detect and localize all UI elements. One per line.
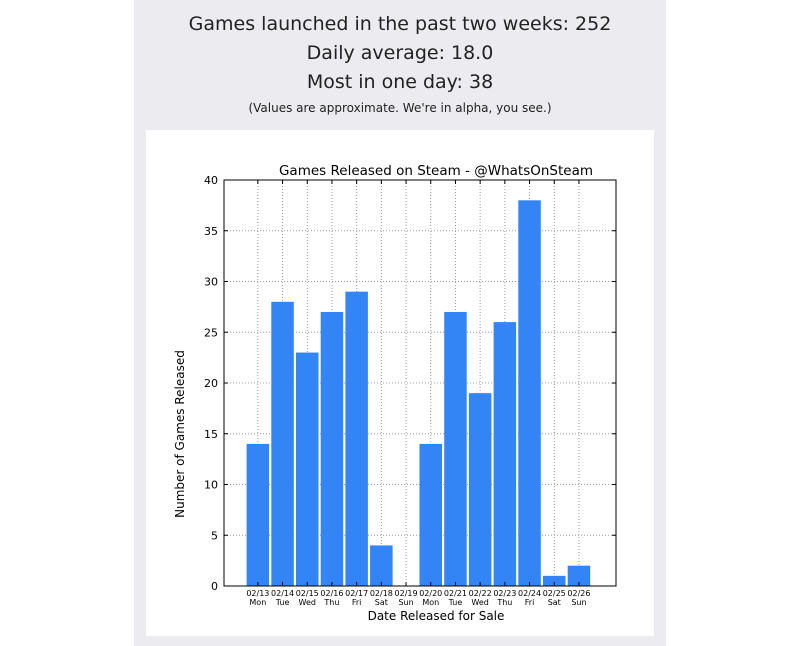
x-tick-date-label: 02/14 — [271, 589, 294, 598]
x-tick-weekday-label: Wed — [299, 598, 316, 607]
y-tick-label: 20 — [204, 377, 218, 390]
x-tick-date-label: 02/20 — [419, 589, 442, 598]
stats-summary: Games launched in the past two weeks: 25… — [134, 10, 666, 118]
chart-title: Games Released on Steam - @WhatsOnSteam — [279, 163, 593, 179]
x-tick-weekday-label: Sat — [548, 598, 561, 607]
x-tick-date-label: 02/21 — [444, 589, 467, 598]
approximate-values-note: (Values are approximate. We're in alpha,… — [248, 101, 552, 115]
daily-average-stat: Daily average: 18.0 — [306, 42, 494, 64]
axis-ticks: 051015202530354002/13Mon02/14Tue02/15Wed… — [204, 174, 616, 607]
bar — [543, 575, 566, 586]
bars — [246, 200, 591, 587]
x-tick-weekday-label: Sat — [375, 598, 388, 607]
x-tick-date-label: 02/16 — [320, 589, 343, 598]
x-tick-date-label: 02/15 — [296, 589, 319, 598]
x-tick-weekday-label: Mon — [249, 598, 266, 607]
x-axis-label: Date Released for Sale — [368, 609, 505, 623]
bar — [320, 311, 344, 586]
x-tick-weekday-label: Wed — [471, 598, 488, 607]
games-launched-stat: Games launched in the past two weeks: 25… — [188, 13, 612, 35]
y-tick-label: 25 — [204, 326, 218, 339]
x-tick-weekday-label: Mon — [422, 598, 439, 607]
x-tick-date-label: 02/24 — [518, 589, 541, 598]
x-tick-date-label: 02/17 — [345, 589, 368, 598]
bar — [296, 352, 319, 586]
bar — [567, 565, 591, 586]
x-tick-weekday-label: Thu — [323, 598, 339, 607]
y-tick-label: 30 — [204, 276, 218, 289]
games-released-chart: 051015202530354002/13Mon02/14Tue02/15Wed… — [173, 163, 617, 623]
most-in-one-day-stat: Most in one day: 38 — [306, 71, 494, 93]
x-tick-weekday-label: Fri — [525, 598, 535, 607]
y-tick-label: 35 — [204, 225, 218, 238]
y-tick-label: 15 — [204, 428, 218, 441]
x-tick-date-label: 02/13 — [246, 589, 269, 598]
x-tick-weekday-label: Sun — [398, 598, 413, 607]
bar — [345, 291, 368, 586]
bar — [468, 393, 492, 586]
x-tick-weekday-label: Tue — [275, 598, 290, 607]
x-tick-date-label: 02/23 — [493, 589, 516, 598]
y-tick-label: 5 — [211, 529, 218, 542]
x-tick-date-label: 02/26 — [567, 589, 590, 598]
x-tick-date-label: 02/25 — [543, 589, 566, 598]
y-tick-label: 40 — [204, 174, 218, 187]
bar — [493, 322, 517, 586]
x-tick-weekday-label: Tue — [448, 598, 463, 607]
chart-card: 0 5 10 15 20 25 30 35 40 02/13 Mon 02/14 Tue 02/15 Wed… — [146, 130, 654, 636]
x-tick-weekday-label: Sun — [571, 598, 586, 607]
bar — [419, 443, 442, 586]
x-tick-date-label: 02/19 — [395, 589, 418, 598]
content-panel: Games launched in the past two weeks: 25… — [134, 0, 666, 646]
y-tick-label: 0 — [211, 580, 218, 593]
bar — [444, 311, 467, 586]
bar — [518, 200, 541, 587]
x-tick-weekday-label: Fri — [352, 598, 362, 607]
bar — [370, 545, 393, 586]
x-tick-date-label: 02/18 — [370, 589, 393, 598]
bar — [246, 443, 270, 586]
bar — [271, 301, 294, 586]
x-tick-date-label: 02/22 — [469, 589, 492, 598]
x-tick-weekday-label: Thu — [496, 598, 512, 607]
y-axis-label: Number of Games Released — [173, 350, 187, 518]
y-tick-label: 10 — [204, 479, 218, 492]
